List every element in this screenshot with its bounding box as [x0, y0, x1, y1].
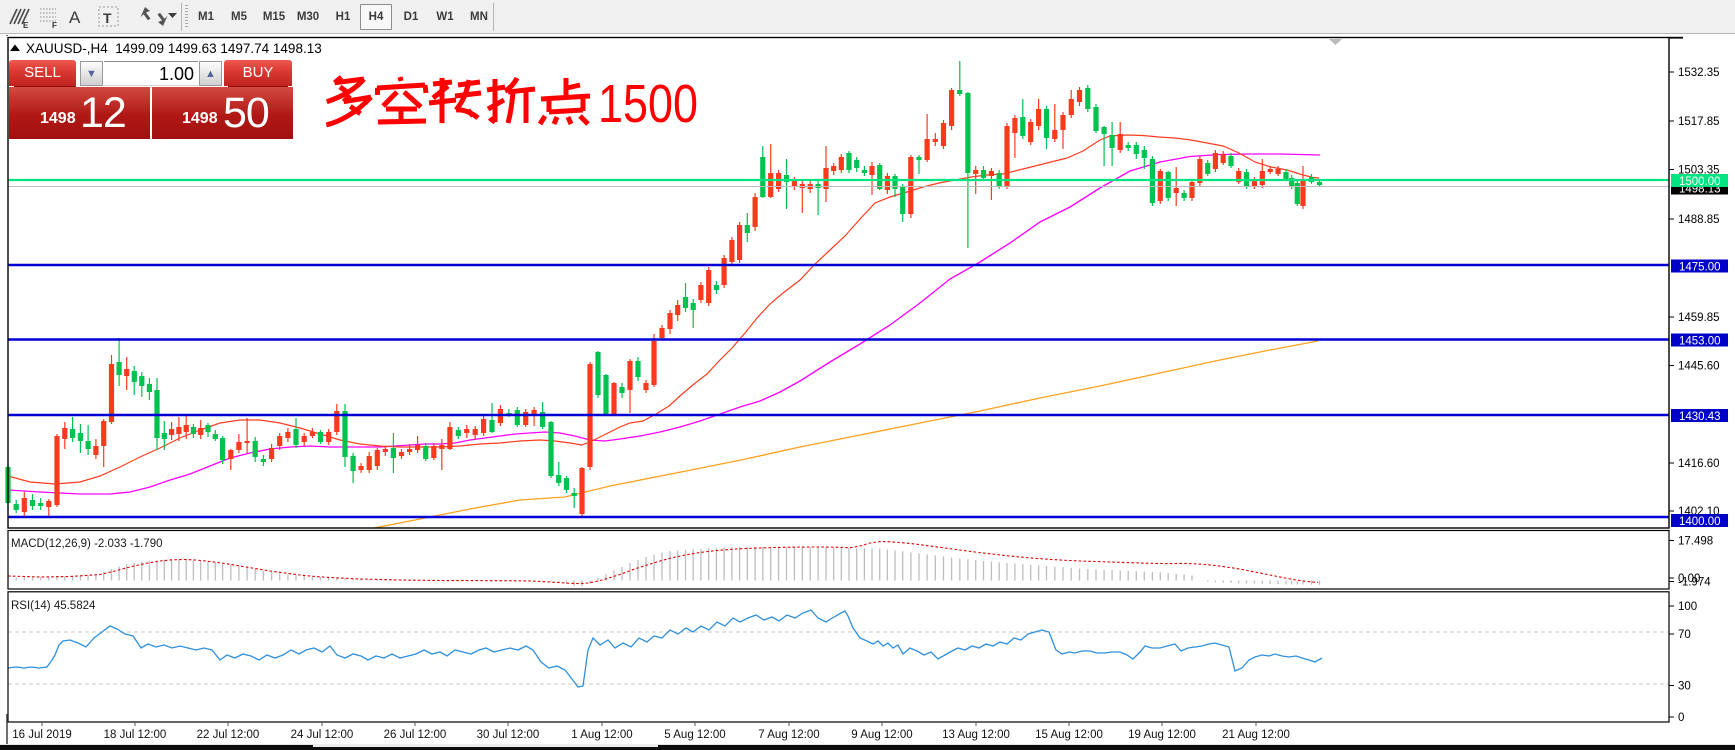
svg-text:9 Aug 12:00: 9 Aug 12:00 — [851, 729, 912, 741]
svg-text:17.498: 17.498 — [1678, 536, 1713, 548]
svg-text:24 Jul 12:00: 24 Jul 12:00 — [291, 729, 354, 741]
svg-text:30: 30 — [1678, 681, 1691, 693]
svg-text:XAUUSD-,H4 1499.09 1499.63 14: XAUUSD-,H4 1499.09 1499.63 1497.74 1498.… — [26, 41, 322, 56]
svg-text:1503.35: 1503.35 — [1678, 165, 1720, 177]
svg-text:30 Jul 12:00: 30 Jul 12:00 — [477, 729, 540, 741]
svg-text:MACD(12,26,9) -2.033 -1.790: MACD(12,26,9) -2.033 -1.790 — [11, 538, 163, 550]
svg-text:1430.43: 1430.43 — [1679, 411, 1721, 423]
svg-text:1416.60: 1416.60 — [1678, 458, 1720, 470]
svg-text:0.00: 0.00 — [1678, 573, 1700, 585]
svg-text:E: E — [23, 21, 29, 30]
svg-text:1400.00: 1400.00 — [1679, 516, 1721, 528]
svg-text:0: 0 — [1678, 712, 1684, 724]
svg-text:1532.35: 1532.35 — [1678, 67, 1720, 79]
svg-text:1 Aug 12:00: 1 Aug 12:00 — [571, 729, 632, 741]
svg-text:5 Aug 12:00: 5 Aug 12:00 — [664, 729, 725, 741]
svg-text:26 Jul 12:00: 26 Jul 12:00 — [384, 729, 447, 741]
svg-text:22 Jul 12:00: 22 Jul 12:00 — [197, 729, 260, 741]
svg-text:F: F — [52, 21, 57, 30]
svg-text:15 Aug 12:00: 15 Aug 12:00 — [1035, 729, 1103, 741]
svg-text:1459.85: 1459.85 — [1678, 312, 1720, 324]
svg-text:1500.00: 1500.00 — [1679, 176, 1721, 188]
svg-text:19 Aug 12:00: 19 Aug 12:00 — [1128, 729, 1196, 741]
svg-text:18 Jul 12:00: 18 Jul 12:00 — [104, 729, 167, 741]
svg-text:1500: 1500 — [598, 74, 698, 134]
svg-text:21 Aug 12:00: 21 Aug 12:00 — [1222, 729, 1290, 741]
svg-text:16 Jul 2019: 16 Jul 2019 — [12, 729, 71, 741]
svg-text:A: A — [69, 8, 81, 27]
svg-text:1475.00: 1475.00 — [1679, 262, 1721, 274]
svg-text:1453.00: 1453.00 — [1679, 336, 1721, 348]
svg-text:RSI(14) 45.5824: RSI(14) 45.5824 — [11, 600, 96, 612]
svg-text:70: 70 — [1678, 629, 1691, 641]
svg-text:-1.974: -1.974 — [1678, 577, 1711, 589]
svg-text:100: 100 — [1678, 601, 1697, 613]
svg-text:1445.60: 1445.60 — [1678, 361, 1720, 373]
svg-text:7 Aug 12:00: 7 Aug 12:00 — [758, 729, 819, 741]
svg-text:T: T — [103, 10, 112, 26]
svg-text:1488.85: 1488.85 — [1678, 214, 1720, 226]
svg-text:1517.85: 1517.85 — [1678, 116, 1720, 128]
svg-text:13 Aug 12:00: 13 Aug 12:00 — [942, 729, 1010, 741]
